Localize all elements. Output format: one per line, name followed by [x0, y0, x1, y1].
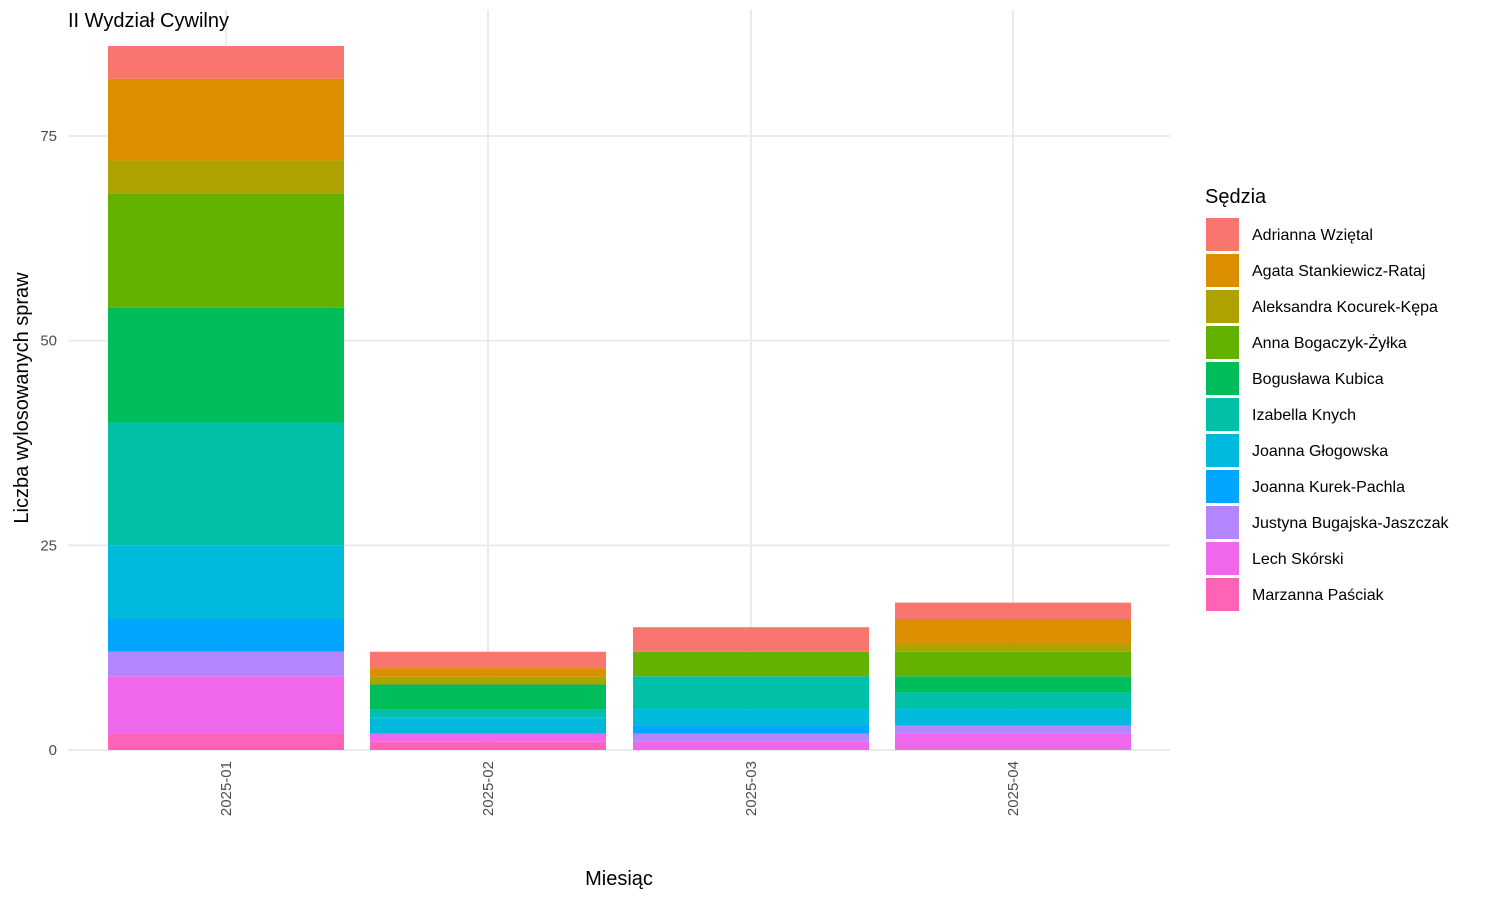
- bar-segment: [370, 709, 606, 718]
- bar-segment: [370, 684, 606, 710]
- legend-label: Anna Bogaczyk-Żyłka: [1252, 333, 1407, 352]
- bar-segment: [370, 717, 606, 734]
- bar-segment: [108, 45, 344, 79]
- legend-title: Sędzia: [1205, 186, 1267, 208]
- legend-label: Joanna Kurek-Pachla: [1252, 479, 1405, 496]
- bar-segment: [633, 676, 869, 710]
- legend-swatch: [1206, 290, 1239, 323]
- legend-label: Agata Stankiewicz-Rataj: [1252, 263, 1425, 280]
- legend-swatch: [1206, 578, 1239, 611]
- x-axis-ticks: 2025-01 2025-02 2025-03 2025-04: [218, 761, 1022, 816]
- bar-segment: [370, 733, 606, 742]
- bar-segment: [895, 725, 1131, 734]
- legend-label: Marzanna Paściak: [1252, 587, 1385, 604]
- y-tick-label: 75: [40, 128, 57, 145]
- legend-items: Adrianna Wziętal Agata Stankiewicz-Rataj A…: [1206, 218, 1450, 611]
- legend-swatch: [1206, 362, 1239, 395]
- legend-swatch: [1206, 398, 1239, 431]
- bar-segment: [633, 733, 869, 742]
- bar-segment: [108, 307, 344, 423]
- x-tick-label: 2025-02: [480, 761, 497, 816]
- bar-segment: [108, 422, 344, 546]
- legend-label: Adrianna Wziętal: [1252, 227, 1373, 244]
- legend: Sędzia Adrianna Wziętal Agata Stankiewicz…: [1205, 186, 1450, 611]
- legend-swatch: [1206, 506, 1239, 539]
- y-axis-ticks: 0 25 50 75: [40, 128, 57, 759]
- bar-segment: [895, 692, 1131, 710]
- bar-segment: [370, 741, 606, 750]
- bars-layer: [108, 45, 1131, 750]
- bar-segment: [108, 676, 344, 734]
- bar-segment: [370, 676, 606, 685]
- legend-label: Joanna Głogowska: [1252, 443, 1388, 460]
- x-axis-title: Miesiąc: [585, 868, 653, 890]
- legend-swatch: [1206, 326, 1239, 359]
- legend-label: Aleksandra Kocurek-Kępa: [1252, 299, 1438, 316]
- legend-swatch: [1206, 470, 1239, 503]
- x-tick-label: 2025-01: [218, 761, 235, 816]
- x-tick-label: 2025-04: [1005, 761, 1022, 816]
- bar-segment: [108, 78, 344, 161]
- bar-segment: [895, 643, 1131, 652]
- y-tick-label: 0: [49, 742, 57, 759]
- y-axis-title: Liczba wylosowanych spraw: [11, 272, 33, 524]
- bar-segment: [633, 709, 869, 726]
- bar-segment: [108, 651, 344, 677]
- bar-segment: [895, 602, 1131, 620]
- legend-swatch: [1206, 254, 1239, 287]
- bar-segment: [895, 619, 1131, 644]
- bar-segment: [108, 160, 344, 194]
- chart-title: II Wydział Cywilny: [68, 10, 229, 32]
- bar-segment: [108, 545, 344, 620]
- bar-segment: [895, 733, 1131, 750]
- bar-segment: [633, 741, 869, 750]
- bar-segment: [370, 668, 606, 677]
- legend-label: Lech Skórski: [1252, 551, 1344, 568]
- legend-label: Justyna Bugajska-Jaszczak: [1252, 515, 1450, 532]
- bar-segment: [895, 709, 1131, 726]
- bar-segment: [370, 651, 606, 669]
- bar-segment: [633, 725, 869, 734]
- bar-segment: [108, 619, 344, 652]
- y-tick-label: 50: [40, 333, 57, 350]
- x-tick-label: 2025-03: [743, 761, 760, 816]
- legend-label: Izabella Knych: [1252, 407, 1356, 424]
- bar-segment: [895, 651, 1131, 677]
- y-tick-label: 25: [40, 537, 57, 554]
- bar-segment: [633, 627, 869, 652]
- bar-segment: [108, 193, 344, 308]
- legend-swatch: [1206, 218, 1239, 251]
- bar-segment: [108, 733, 344, 750]
- bar-segment: [633, 651, 869, 677]
- legend-swatch: [1206, 434, 1239, 467]
- bar-segment: [895, 676, 1131, 693]
- legend-label: Bogusława Kubica: [1252, 371, 1384, 388]
- legend-swatch: [1206, 542, 1239, 575]
